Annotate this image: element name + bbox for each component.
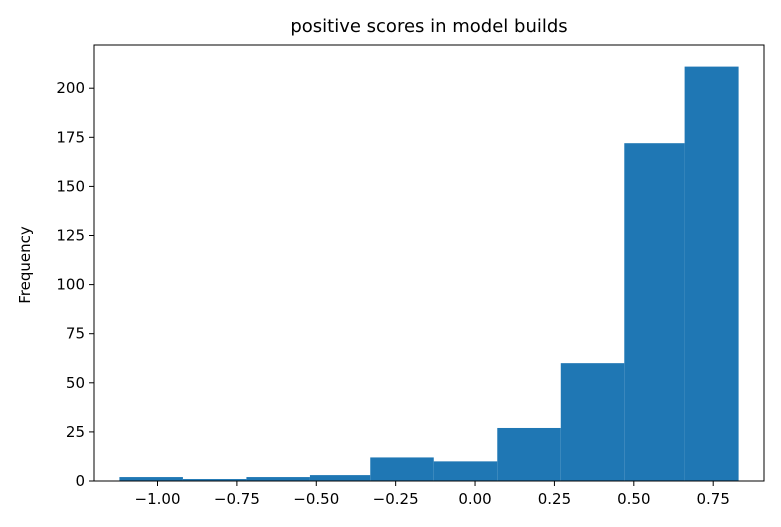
x-tick-label: −0.50	[293, 490, 339, 508]
histogram-bar	[433, 461, 498, 481]
y-tick-label: 200	[56, 79, 85, 97]
y-tick-label: 125	[56, 227, 85, 245]
x-tick-label: −0.25	[373, 490, 419, 508]
x-tick-label: 0.00	[458, 490, 491, 508]
y-tick-label: 75	[66, 325, 85, 343]
histogram-bar	[684, 66, 739, 481]
x-tick-label: −0.75	[214, 490, 260, 508]
x-tick-label: 0.75	[696, 490, 729, 508]
histogram-bar	[497, 427, 561, 481]
histogram-bar	[119, 477, 183, 481]
histogram-bar	[624, 143, 685, 482]
x-tick-label: 0.25	[538, 490, 571, 508]
bars-group	[119, 66, 739, 482]
chart-title: positive scores in model builds	[290, 16, 567, 37]
y-tick-label: 0	[75, 472, 85, 490]
histogram-bar	[370, 457, 434, 481]
y-tick-label: 150	[56, 177, 85, 195]
histogram-bar	[182, 479, 247, 481]
y-tick-label: 100	[56, 276, 85, 294]
plot-frame	[93, 44, 765, 482]
y-tick-label: 175	[56, 128, 85, 146]
y-tick-label: 25	[66, 423, 85, 441]
x-axis: −1.00 −0.75 −0.50 −0.25 0.00 0.25 0.50 0.75	[135, 481, 730, 508]
x-tick-label: 0.50	[617, 490, 650, 508]
y-tick-label: 50	[66, 374, 85, 392]
y-axis-label: Frequency	[16, 226, 34, 304]
y-axis: 0 25 50 75 100 125 150 175 200	[56, 79, 94, 490]
histogram-bar	[560, 363, 625, 481]
x-tick-label: −1.00	[135, 490, 181, 508]
histogram-bar	[246, 477, 310, 481]
histogram-bar	[309, 475, 371, 481]
